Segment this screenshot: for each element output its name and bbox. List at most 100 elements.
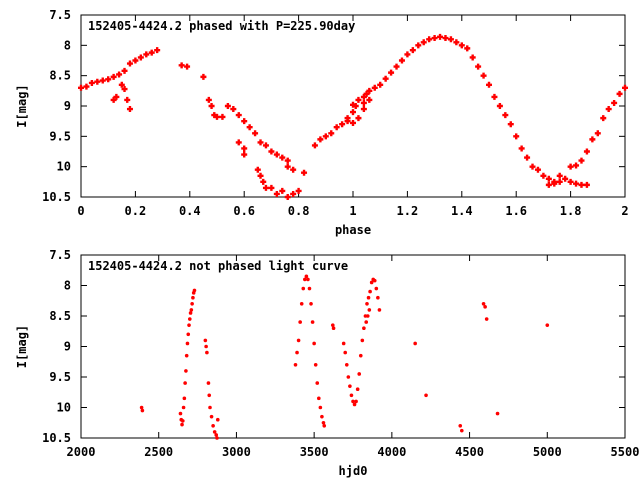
data-point	[235, 139, 242, 146]
data-point	[605, 106, 612, 113]
y-tick-label: 7.5	[49, 248, 71, 262]
x-tick-label: 0.2	[125, 204, 147, 218]
data-point	[480, 72, 487, 79]
data-point	[513, 133, 520, 140]
y-tick-label: 8.5	[49, 309, 71, 323]
phased-chart-title: 152405-4424.2 phased with P=225.90day	[88, 19, 355, 33]
data-point	[346, 375, 351, 379]
x-tick-label: 4500	[455, 445, 484, 459]
data-point	[447, 36, 454, 43]
data-point	[350, 109, 356, 116]
data-point	[191, 295, 195, 300]
data-point	[154, 47, 161, 54]
data-point	[583, 181, 590, 188]
y-tick-label: 9.5	[49, 370, 71, 384]
y-tick-label: 9	[64, 340, 71, 354]
data-point	[139, 405, 144, 410]
data-point	[437, 33, 444, 40]
data-point	[311, 142, 318, 149]
data-point	[388, 69, 395, 76]
data-point	[464, 45, 471, 52]
data-point	[293, 363, 298, 367]
data-point	[118, 81, 125, 88]
data-point	[317, 396, 321, 401]
data-point	[331, 326, 336, 331]
data-point	[507, 121, 514, 128]
data-point	[600, 115, 607, 122]
unphased-chart-title: 152405-4424.2 not phased light curve	[88, 259, 348, 273]
data-point	[273, 190, 280, 197]
data-point	[312, 341, 316, 346]
data-point	[268, 148, 275, 155]
x-tick-label: 0.4	[179, 204, 201, 218]
data-point	[366, 96, 373, 103]
data-point	[262, 142, 269, 149]
data-point	[262, 184, 269, 191]
data-point	[341, 341, 346, 346]
data-point	[339, 121, 346, 128]
data-point	[371, 84, 378, 91]
data-point	[105, 76, 112, 83]
data-point	[355, 387, 360, 392]
data-point	[551, 180, 558, 187]
data-point	[88, 79, 95, 86]
data-point	[284, 194, 291, 200]
data-point	[268, 184, 275, 191]
data-point	[290, 166, 297, 173]
data-point	[99, 77, 106, 84]
data-point	[284, 163, 291, 170]
data-point	[349, 393, 354, 398]
data-point	[224, 103, 231, 109]
data-point	[374, 286, 379, 291]
data-point	[348, 384, 352, 388]
data-point	[241, 145, 248, 152]
data-point	[453, 39, 460, 46]
data-point	[344, 363, 349, 367]
data-point	[377, 81, 384, 88]
data-point	[180, 422, 184, 427]
data-point	[475, 63, 482, 70]
data-point	[184, 353, 189, 358]
unphased-y-axis-ticks: 7.5 8 8.5 9 9.5 10 10.5	[42, 248, 625, 445]
data-point	[350, 119, 356, 126]
y-tick-label: 8	[64, 279, 71, 293]
data-point	[299, 302, 304, 306]
y-tick-label: 10.5	[42, 431, 71, 445]
data-point	[298, 320, 302, 324]
data-point	[594, 130, 601, 137]
data-point	[529, 163, 536, 170]
data-point	[208, 405, 212, 410]
data-point	[367, 308, 372, 312]
data-point	[315, 381, 320, 385]
x-tick-label: 2	[621, 204, 628, 218]
y-tick-label: 9.5	[49, 129, 71, 143]
data-point	[589, 136, 596, 143]
x-tick-label: 0	[77, 204, 84, 218]
phased-y-axis-label: I[mag]	[15, 84, 29, 127]
data-point	[573, 180, 580, 187]
data-point	[372, 278, 377, 283]
data-point	[183, 381, 187, 385]
data-point	[573, 162, 580, 169]
data-point	[358, 353, 363, 358]
data-point	[365, 314, 370, 318]
x-tick-label: 3000	[222, 445, 251, 459]
data-point	[343, 350, 348, 355]
data-point	[545, 175, 552, 182]
x-tick-label: 2500	[144, 445, 173, 459]
data-point	[78, 84, 84, 91]
data-point	[364, 320, 369, 324]
data-point	[502, 112, 509, 119]
data-point	[426, 36, 433, 43]
data-point	[622, 84, 628, 91]
y-tick-label: 10	[57, 160, 71, 174]
data-point	[304, 274, 309, 279]
data-point	[83, 83, 90, 90]
data-point	[241, 118, 248, 125]
data-point	[362, 326, 366, 331]
data-point	[303, 277, 307, 282]
data-point	[189, 308, 194, 312]
data-point	[404, 51, 411, 58]
y-tick-label: 9	[64, 99, 71, 113]
data-point	[140, 408, 145, 413]
